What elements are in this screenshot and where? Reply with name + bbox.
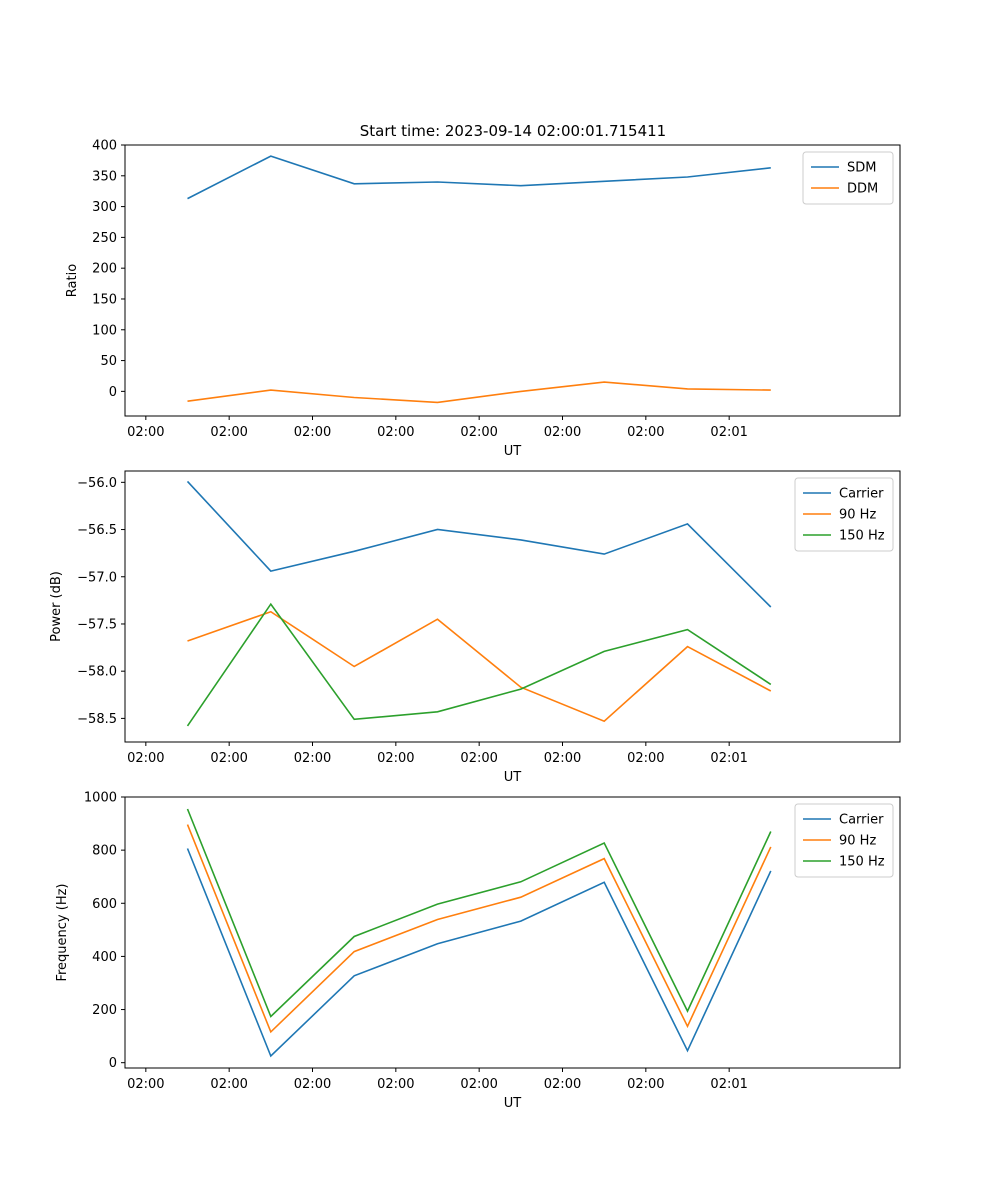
y-axis-label: Frequency (Hz)	[55, 883, 70, 981]
axes-frame	[124, 144, 901, 417]
legend-label: 90 Hz	[839, 834, 876, 849]
y-axis-label: Power (dB)	[49, 571, 64, 642]
x-axis-label: UT	[504, 770, 522, 785]
y-tick-label: 200	[92, 1003, 117, 1018]
x-tick-label: 02:00	[127, 1077, 164, 1092]
x-tick-label: 02:00	[294, 751, 331, 766]
y-tick-label: 1000	[84, 791, 117, 806]
y-tick-label: 600	[92, 897, 117, 912]
series-line-ddm	[187, 381, 771, 404]
legend: Carrier 90 Hz 150 Hz	[794, 803, 894, 878]
y-tick-label: −57.5	[77, 617, 117, 632]
x-tick-label: 02:00	[544, 751, 581, 766]
y-tick-label: 400	[92, 950, 117, 965]
y-tick-label: 350	[92, 169, 117, 184]
y-tick-label: 0	[109, 385, 117, 400]
series-line-carrier	[186, 480, 772, 608]
y-tick-label: 300	[92, 200, 117, 215]
x-tick-label: 02:00	[544, 425, 581, 440]
y-tick-label: 250	[92, 231, 117, 246]
x-tick-label: 02:00	[377, 751, 414, 766]
x-tick-label: 02:00	[127, 751, 164, 766]
y-tick-label: −58.5	[77, 712, 117, 727]
legend-label: Carrier	[839, 813, 884, 828]
legend: Carrier 90 Hz 150 Hz	[794, 477, 894, 552]
legend-label: 150 Hz	[839, 529, 885, 544]
x-tick-label: 02:00	[294, 425, 331, 440]
x-tick-label: 02:00	[127, 425, 164, 440]
legend-label: SDM	[847, 161, 876, 176]
legend-box	[794, 803, 894, 878]
axes-frame	[124, 796, 901, 1069]
chart-panel-1: 0 50 100 150 200 250 300 350 400 02:00 02:00 02:00 0…	[65, 139, 901, 459]
x-tick-label: 02:01	[710, 751, 747, 766]
series-line-150-hz	[186, 808, 772, 1018]
x-tick-label: 02:00	[627, 1077, 664, 1092]
x-tick-label: 02:00	[627, 425, 664, 440]
legend-label: Carrier	[839, 487, 884, 502]
x-tick-label: 02:00	[210, 751, 247, 766]
x-tick-label: 02:00	[377, 425, 414, 440]
series-line-90-hz	[187, 610, 772, 723]
x-tick-label: 02:01	[710, 425, 747, 440]
y-tick-label: −56.5	[77, 523, 117, 538]
x-axis-label: UT	[504, 444, 522, 459]
x-tick-label: 02:00	[210, 425, 247, 440]
series-line-150-hz	[186, 602, 772, 727]
y-tick-label: 400	[92, 139, 117, 154]
y-tick-label: 800	[92, 844, 117, 859]
legend: SDM DDM	[802, 151, 894, 205]
y-tick-label: −57.0	[77, 570, 117, 585]
legend-label: DDM	[847, 182, 878, 197]
legend-label: 90 Hz	[839, 508, 876, 523]
series-line-90-hz	[186, 824, 772, 1034]
x-tick-label: 02:00	[627, 751, 664, 766]
series-line-sdm	[187, 155, 771, 200]
x-tick-label: 02:00	[377, 1077, 414, 1092]
axes-frame	[124, 470, 901, 743]
y-tick-label: −56.0	[77, 476, 117, 491]
y-tick-label: 50	[100, 354, 117, 369]
y-axis-label: Ratio	[65, 264, 80, 297]
y-tick-label: 0	[109, 1056, 117, 1071]
series-line-carrier	[186, 848, 772, 1058]
y-tick-label: 100	[92, 323, 117, 338]
x-tick-label: 02:00	[294, 1077, 331, 1092]
legend-label: 150 Hz	[839, 855, 885, 870]
x-tick-label: 02:00	[460, 425, 497, 440]
y-tick-label: −58.0	[77, 665, 117, 680]
x-tick-label: 02:00	[544, 1077, 581, 1092]
legend-box	[794, 477, 894, 552]
x-tick-label: 02:00	[460, 1077, 497, 1092]
y-tick-label: 200	[92, 262, 117, 277]
legend-box	[802, 151, 894, 205]
chart-panel-2: −56.0 −56.5 −57.0 −57.5 −58.0 −58.5 02:00 02:00…	[49, 470, 901, 785]
x-axis-label: UT	[504, 1096, 522, 1111]
x-tick-label: 02:01	[710, 1077, 747, 1092]
y-tick-label: 150	[92, 292, 117, 307]
x-tick-label: 02:00	[210, 1077, 247, 1092]
figure-title: Start time: 2023-09-14 02:00:01.715411	[360, 122, 666, 140]
x-tick-label: 02:00	[460, 751, 497, 766]
chart-panel-3: 0 200 400 600 800 1000 02:00 02:00 02:00 02:00 02:…	[55, 791, 901, 1111]
